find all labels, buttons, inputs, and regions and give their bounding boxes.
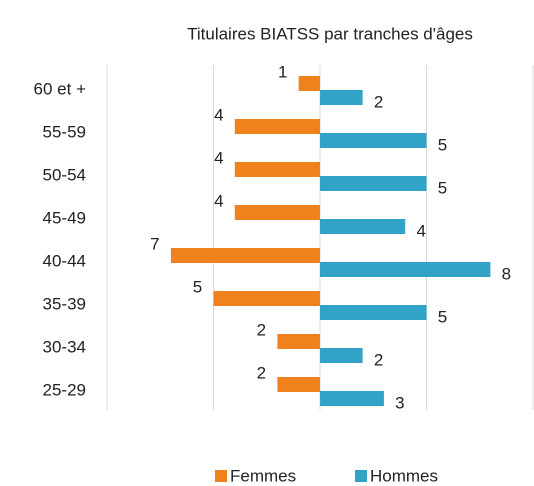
bar xyxy=(320,219,406,234)
data-label: 3 xyxy=(395,393,404,412)
y-tick-label: 35-39 xyxy=(43,294,86,313)
data-label: 4 xyxy=(214,105,223,124)
data-label: 1 xyxy=(278,62,287,81)
bar xyxy=(320,305,427,320)
bar xyxy=(320,90,363,105)
data-label: 5 xyxy=(438,135,447,154)
data-label: 4 xyxy=(416,221,425,240)
data-label: 4 xyxy=(214,191,223,210)
bar xyxy=(320,391,384,406)
y-tick-label: 60 et + xyxy=(34,79,87,98)
y-tick-label: 40-44 xyxy=(43,251,86,270)
data-label: 8 xyxy=(502,264,511,283)
y-tick-label: 25-29 xyxy=(43,380,86,399)
data-label: 2 xyxy=(257,320,266,339)
bar xyxy=(320,133,427,148)
bar xyxy=(234,119,320,134)
legend-swatch xyxy=(215,470,227,482)
bar xyxy=(320,262,491,277)
chart-title: Titulaires BIATSS par tranches d'âges xyxy=(187,24,473,43)
y-tick-label: 30-34 xyxy=(43,337,86,356)
bar xyxy=(213,291,320,306)
bar xyxy=(298,76,320,91)
y-tick-label: 55-59 xyxy=(43,122,86,141)
bar xyxy=(320,348,363,363)
bar xyxy=(320,176,427,191)
data-label: 4 xyxy=(214,148,223,167)
y-tick-label: 45-49 xyxy=(43,208,86,227)
legend-label: Femmes xyxy=(230,466,296,485)
y-tick-label: 50-54 xyxy=(43,165,86,184)
bar xyxy=(234,162,320,177)
legend-swatch xyxy=(355,470,367,482)
bar xyxy=(234,205,320,220)
legend-label: Hommes xyxy=(370,466,438,485)
data-label: 5 xyxy=(193,277,202,296)
data-label: 5 xyxy=(438,307,447,326)
data-label: 2 xyxy=(374,350,383,369)
data-label: 7 xyxy=(150,234,159,253)
data-label: 5 xyxy=(438,178,447,197)
bar xyxy=(170,248,320,263)
bar xyxy=(277,377,320,392)
data-label: 2 xyxy=(257,363,266,382)
bar xyxy=(277,334,320,349)
data-label: 2 xyxy=(374,92,383,111)
